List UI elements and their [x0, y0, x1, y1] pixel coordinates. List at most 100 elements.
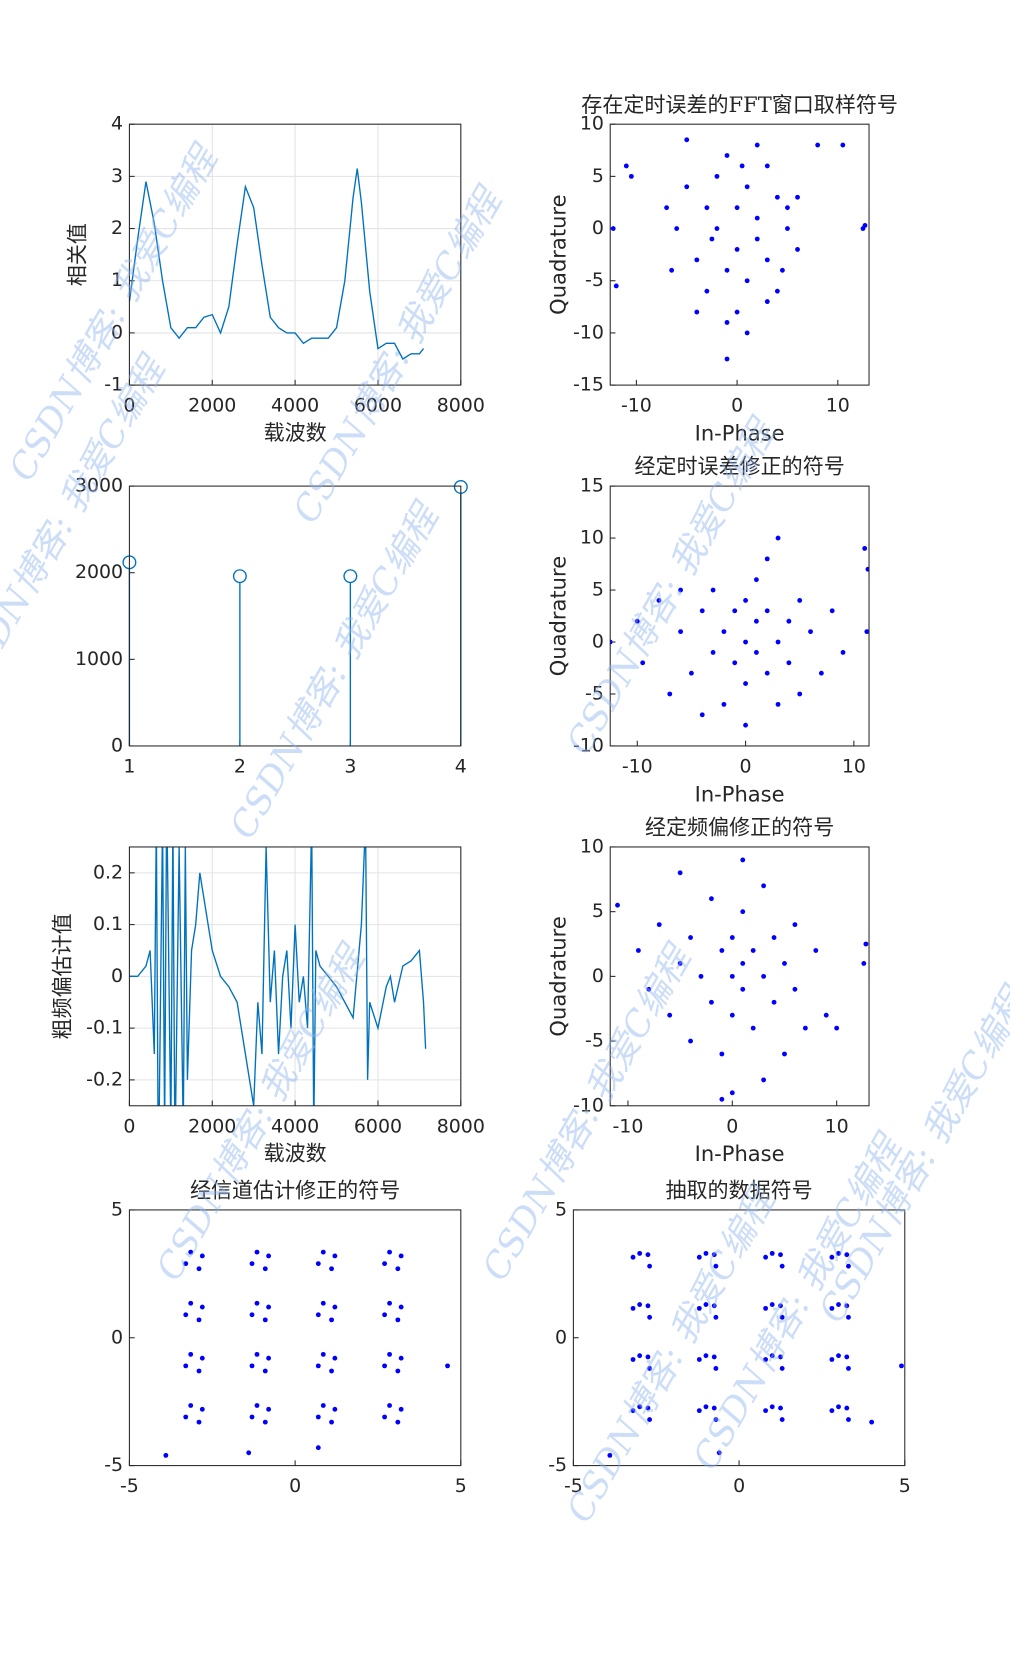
scatter-point	[266, 1253, 272, 1259]
scatter-point	[703, 1302, 709, 1307]
scatter-point	[795, 247, 800, 252]
y-axis-label: Quadrature	[546, 194, 571, 314]
scatter-point	[713, 1314, 719, 1320]
scatter-point	[836, 1302, 841, 1307]
scatter-point	[864, 629, 870, 635]
scatter-point	[729, 1090, 735, 1096]
scatter-point	[709, 999, 714, 1005]
scatter-point	[709, 236, 715, 242]
scatter-point	[645, 1303, 651, 1309]
scatter-point	[823, 1012, 829, 1018]
y-tick-label: -15	[573, 374, 604, 396]
scatter-point	[846, 1263, 851, 1269]
scatter-point	[732, 660, 738, 666]
scatter-point	[829, 1305, 835, 1311]
scatter-point	[647, 1314, 653, 1320]
y-tick-label: 10	[580, 527, 604, 549]
scatter-point	[188, 1351, 194, 1357]
x-tick-label: 10	[842, 756, 866, 778]
x-tick-label: 0	[726, 1115, 738, 1137]
scatter-point	[656, 922, 662, 928]
scatter-point	[714, 226, 720, 231]
scatter-point	[740, 986, 746, 992]
scatter-point	[637, 1404, 643, 1410]
x-tick-label: -10	[622, 756, 653, 778]
scatter-point	[320, 1249, 326, 1255]
scatter-point	[332, 1253, 338, 1259]
scatter-point	[769, 1404, 775, 1410]
y-tick-label: 15	[580, 475, 604, 497]
scatter-point	[862, 546, 868, 551]
scatter-point	[786, 618, 792, 624]
scatter-point	[861, 961, 867, 966]
y-tick-label: -5	[585, 1030, 604, 1052]
x-tick-label: 8000	[437, 1115, 485, 1137]
scatter-point	[829, 1254, 835, 1260]
x-tick-label: -10	[621, 395, 652, 417]
scatter-point	[797, 598, 803, 603]
axes-box	[128, 123, 462, 386]
scatter-point	[829, 1408, 835, 1414]
scatter-point	[183, 1414, 189, 1420]
scatter-point	[754, 215, 760, 221]
scatter-point	[719, 948, 725, 953]
scatter-point	[771, 935, 777, 940]
x-tick-label: -10	[612, 1115, 643, 1137]
scatter-point	[199, 1304, 205, 1310]
y-tick-label: -5	[104, 1454, 123, 1476]
scatter-point	[249, 1312, 255, 1318]
plot-area	[610, 137, 868, 362]
scatter-point	[771, 999, 777, 1005]
scatter-point	[249, 1261, 255, 1267]
y-tick-label: 5	[111, 1198, 123, 1220]
plot-area	[129, 168, 425, 360]
y-tick-label: -5	[585, 269, 604, 291]
scatter-point	[315, 1363, 321, 1369]
scatter-point	[329, 1368, 334, 1374]
y-tick-label: 10	[580, 113, 604, 135]
scatter-point	[729, 973, 735, 979]
scatter-point	[714, 173, 720, 179]
scatter-point	[678, 629, 684, 635]
scatter-point	[315, 1414, 321, 1420]
scatter-point	[719, 1051, 725, 1057]
scatter-point	[739, 163, 745, 169]
scatter-point	[729, 1012, 735, 1018]
scatter-point	[395, 1368, 401, 1374]
axes-box	[128, 485, 462, 747]
scatter-point	[387, 1249, 392, 1255]
y-tick-label: 0.2	[93, 861, 123, 883]
scatter-point	[646, 986, 652, 992]
scatter-point	[398, 1304, 404, 1310]
scatter-point	[262, 1368, 268, 1374]
scatter-point	[764, 163, 770, 169]
x-tick-label: 4000	[271, 1115, 319, 1137]
scatter-point	[610, 226, 616, 231]
scatter-point	[865, 566, 870, 572]
subplot: -10 0 10-15-10-50510存在定时误差的FFT窗口取样符号In-Pha…	[546, 92, 898, 446]
scatter-point	[797, 691, 803, 697]
scatter-point	[699, 712, 705, 718]
y-tick-label: 3000	[75, 475, 123, 497]
y-tick-label: -10	[573, 321, 604, 343]
x-tick-label: 5	[899, 1475, 911, 1497]
scatter-point	[863, 941, 869, 947]
scatter-point	[734, 205, 740, 211]
scatter-point	[782, 1051, 787, 1057]
x-tick-label: 8000	[437, 395, 485, 417]
y-tick-label: 5	[592, 579, 604, 601]
scatter-point	[332, 1355, 338, 1361]
x-tick-label: 1	[123, 756, 135, 778]
scatter-point	[808, 629, 813, 635]
x-tick-label: 0	[733, 1475, 745, 1497]
scatter-point	[266, 1304, 272, 1310]
subplot-title: 经定频偏修正的符号	[645, 815, 834, 840]
scatter-point	[645, 1354, 651, 1360]
x-tick-label: 0	[123, 1115, 135, 1137]
x-tick-label: 2	[234, 756, 246, 778]
scatter-point	[763, 1305, 769, 1311]
scatter-point	[640, 660, 646, 666]
scatter-point	[637, 1302, 643, 1307]
scatter-point	[196, 1266, 202, 1272]
